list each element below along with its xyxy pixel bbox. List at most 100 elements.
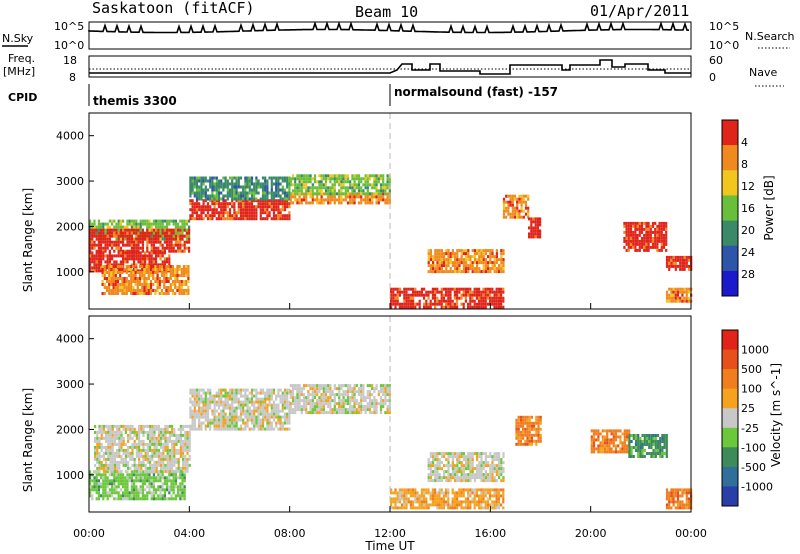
power-cell-5-38	[200, 188, 203, 192]
power-cell-4-121	[235, 217, 238, 221]
power-cell-6-8	[294, 198, 297, 202]
velocity-cell-1-168	[120, 454, 123, 458]
power-cell-3-261	[169, 289, 172, 292]
power-cell-4-1	[189, 202, 192, 206]
power-cell-7-59	[311, 177, 314, 181]
velocity-cell-1-113	[111, 451, 114, 455]
power-cell-8-191	[467, 305, 470, 309]
power-cell-7-88	[322, 186, 325, 190]
velocity-cell-2-29	[193, 409, 196, 413]
power-cell-5-146	[237, 179, 240, 183]
power-cell-11-16	[532, 235, 535, 239]
power-cell-6-140	[386, 198, 389, 202]
power-cell-8-183	[464, 290, 467, 294]
velocity-cell-0-334	[179, 494, 182, 498]
power-cell-8-50	[407, 299, 410, 303]
velocity-cell-3-35	[298, 387, 301, 391]
velocity-cell-4-106	[429, 503, 432, 507]
power-cell-6-101	[360, 195, 363, 199]
power-cell-8-250	[489, 293, 492, 297]
power-cell-9-156	[476, 270, 479, 274]
power-cell-1-181	[148, 237, 151, 241]
power-cell-9-116	[462, 270, 465, 274]
power-cell-13-1	[665, 258, 669, 262]
velocity-cell-0-122	[122, 485, 125, 489]
power-cell-7-102	[329, 177, 332, 181]
power-cell-8-212	[475, 293, 478, 297]
power-cell-8-153	[451, 287, 454, 291]
velocity-cell-1-215	[131, 424, 134, 428]
velocity-cell-4-67	[414, 500, 417, 504]
velocity-cell-1-550	[186, 460, 189, 464]
velocity-cell-1-436	[166, 466, 169, 470]
power-cell-9-187	[487, 261, 490, 265]
velocity-cell-0-50	[102, 491, 105, 495]
power-cell-7-42	[305, 180, 308, 184]
velocity-cell-4-68	[414, 506, 417, 510]
velocity-cell-3-180	[335, 411, 339, 415]
velocity-cell-0-298	[170, 473, 173, 477]
velocity-cell-2-478	[279, 409, 282, 413]
velocity-cell-4-129	[438, 500, 441, 504]
power-cell-12-123	[654, 236, 657, 240]
power-cell-3-184	[147, 292, 150, 295]
power-cell-12-160	[662, 242, 666, 246]
power-cell-12-140	[658, 233, 661, 237]
velocity-cell-2-399	[264, 400, 267, 404]
velocity-cell-2-254	[235, 412, 238, 416]
velocity-cell-0-339	[181, 479, 184, 483]
power-cell-0-117	[139, 225, 142, 229]
velocity-cell-1-268	[140, 442, 143, 446]
power-cell-3-63	[116, 283, 120, 286]
power-cell-2-208	[168, 254, 171, 258]
velocity-cell-4-31	[401, 503, 404, 507]
power-cell-5-161	[242, 197, 245, 201]
velocity-cell-2-72	[202, 391, 205, 395]
power-cell-0-98	[133, 219, 136, 223]
velocity-cell-4-3	[390, 500, 393, 504]
velocity-cell-3-278	[362, 396, 365, 400]
velocity-cell-0-181	[137, 491, 140, 495]
velocity-cell-2-296	[244, 403, 247, 407]
velocity-cell-1-45	[100, 448, 103, 452]
power-cell-10-23	[509, 215, 512, 219]
velocity-cell-1-16	[96, 445, 99, 449]
velocity-cell-2-6	[189, 412, 192, 416]
velocity-cell-3-121	[320, 399, 323, 403]
power-cell-9-83	[454, 252, 457, 256]
power-cell-8-201	[471, 296, 474, 300]
power-cell-1-287	[185, 240, 188, 244]
velocity-cell-1-48	[100, 463, 103, 467]
power-cell-3-315	[185, 283, 188, 286]
power-cell-8-272	[497, 287, 500, 291]
noise-right-tick-bottom: 10^0	[709, 39, 739, 52]
power-cell-3-227	[160, 280, 164, 283]
power-cell-5-215	[261, 191, 265, 195]
power-cell-5-93	[217, 197, 221, 201]
power-cell-3-101	[127, 268, 131, 271]
power-cell-6-88	[351, 195, 354, 199]
power-cell-9-157	[478, 249, 481, 253]
power-cell-4-242	[279, 202, 282, 206]
power-cell-4-217	[270, 202, 273, 206]
power-cell-10-28	[511, 206, 514, 210]
power-cell-12-71	[640, 227, 644, 231]
velocity-cell-0-36	[97, 491, 100, 495]
velocity-cell-2-440	[270, 415, 273, 419]
velocity-cell-3-186	[338, 399, 341, 403]
velocity-cell-2-156	[217, 424, 221, 428]
velocity-cell-3-343	[382, 405, 385, 409]
power-cell-7-177	[357, 183, 361, 187]
power-cell-11-17	[534, 217, 537, 221]
velocity-cell-3-228	[349, 399, 352, 403]
power-cell-3-250	[167, 280, 170, 283]
power-cell-4-122	[237, 199, 240, 203]
velocity-cell-2-271	[239, 394, 243, 398]
velocity-cell-3-46	[300, 399, 303, 403]
power-cell-5-125	[231, 185, 234, 189]
power-cell-4-41	[204, 205, 207, 209]
power-cell-3-27	[108, 283, 111, 286]
power-cell-1-215	[161, 228, 164, 232]
power-cell-3-126	[134, 271, 137, 274]
power-cell-5-86	[215, 197, 218, 201]
